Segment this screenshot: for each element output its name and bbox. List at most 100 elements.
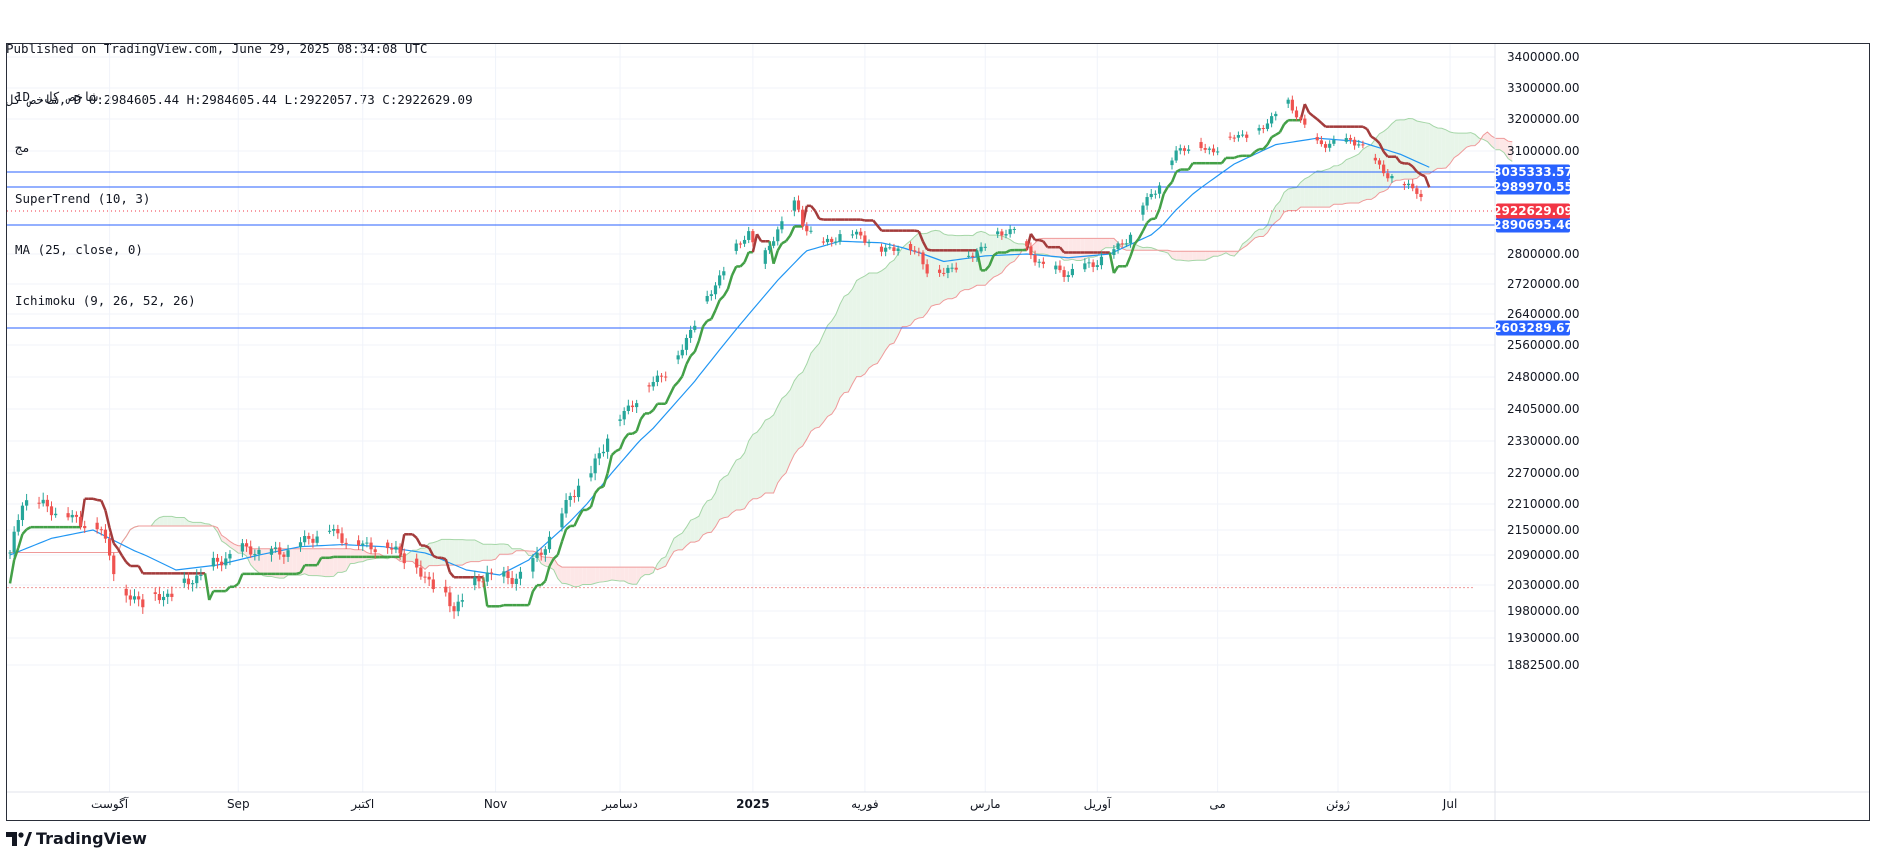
candle-body xyxy=(456,601,460,612)
cloud-segment xyxy=(736,458,741,510)
chart-area[interactable]: 3400000.00 3300000.00 3200000.00 3100000.00… xyxy=(6,43,1870,821)
cloud-segment xyxy=(1076,238,1081,261)
supertrend-segment xyxy=(739,261,746,268)
candle-body xyxy=(99,529,103,531)
cloud-segment xyxy=(964,235,969,290)
cloud-segment xyxy=(1279,192,1285,219)
tradingview-logo[interactable]: TradingView xyxy=(6,829,147,848)
candle-body xyxy=(199,574,203,576)
candle-body xyxy=(373,549,377,553)
candle-body xyxy=(1037,261,1041,263)
supertrend-segment xyxy=(1316,118,1323,124)
chart-svg[interactable]: 3400000.00 3300000.00 3200000.00 3100000.00… xyxy=(7,44,1870,821)
cloud-segment xyxy=(620,567,625,582)
cloud-segment xyxy=(939,230,944,305)
cloud-segment xyxy=(470,539,475,562)
cloud-segment xyxy=(1271,205,1276,227)
cloud-segment xyxy=(503,543,508,555)
supertrend-segment xyxy=(697,326,705,342)
supertrend-segment xyxy=(1399,161,1405,165)
candle-body xyxy=(128,595,132,600)
candle-body xyxy=(1025,241,1029,247)
cloud-segment xyxy=(624,567,629,584)
supertrend-segment xyxy=(499,603,505,608)
y-tick-label: 3100000.00 xyxy=(1507,144,1580,158)
supertrend-segment xyxy=(706,317,712,322)
candle-body xyxy=(950,267,954,269)
supertrend-segment xyxy=(1154,208,1161,220)
legend-supertrend[interactable]: SuperTrend (10, 3) xyxy=(15,191,151,206)
cloud-segment xyxy=(1470,132,1475,146)
supertrend-segment xyxy=(560,528,568,542)
supertrend-segment xyxy=(1042,240,1049,248)
cloud-segment xyxy=(1346,158,1351,204)
cloud-segment xyxy=(682,527,687,550)
cloud-segment xyxy=(889,260,894,345)
candle-body xyxy=(747,231,751,240)
legend-title[interactable]: 1D ,شاخص کل xyxy=(15,89,98,104)
cloud-segment xyxy=(1342,159,1347,205)
supertrend-segment xyxy=(573,516,580,527)
cloud-segment xyxy=(1333,165,1338,205)
candle-body xyxy=(369,542,373,550)
supertrend-segment xyxy=(1058,246,1066,254)
supertrend-segment xyxy=(1275,131,1281,136)
cloud-segment xyxy=(557,564,562,584)
supertrend-segment xyxy=(926,248,932,252)
candle-body xyxy=(253,554,257,556)
level-price-tag-label: 3035333.57 xyxy=(1493,165,1573,179)
y-tick-label: 2800000.00 xyxy=(1507,247,1580,261)
supertrend-segment xyxy=(586,505,592,511)
candle-body xyxy=(535,552,539,559)
candle-body xyxy=(1091,262,1095,267)
supertrend-segment xyxy=(1312,115,1319,121)
candle-body xyxy=(734,243,738,251)
candle-body xyxy=(357,540,361,546)
candle-body xyxy=(1386,173,1390,179)
candle-body xyxy=(838,234,842,242)
cloud-segment xyxy=(752,432,757,499)
supertrend-segment xyxy=(602,472,609,487)
cloud-segment xyxy=(1329,165,1334,208)
candle-body xyxy=(1240,134,1245,136)
candle-body xyxy=(137,596,141,600)
candle-body xyxy=(211,557,215,567)
ichimoku-cloud xyxy=(10,117,1513,588)
candle-body xyxy=(597,453,601,459)
cloud-segment xyxy=(574,567,579,587)
candle-body xyxy=(618,419,622,421)
supertrend-segment xyxy=(208,590,215,601)
candle-body xyxy=(124,588,128,596)
candle-body xyxy=(1116,243,1120,250)
y-tick-label: 2150000.00 xyxy=(1507,523,1580,537)
supertrend-segment xyxy=(1233,155,1239,160)
cloud-segment xyxy=(952,235,957,299)
cloud-segment xyxy=(1445,129,1451,168)
candle-body xyxy=(365,542,369,544)
cloud-segment xyxy=(1072,238,1077,261)
supertrend-segment xyxy=(610,450,617,456)
supertrend-segment xyxy=(121,555,128,563)
published-line: Published on TradingView.com, June 29, 2… xyxy=(6,41,428,56)
cloud-segment xyxy=(1296,182,1301,211)
candle-body xyxy=(282,554,286,557)
chart-legend: 1D ,شاخص کل مج SuperTrend (10, 3) MA (25… xyxy=(15,54,196,326)
candle-body xyxy=(568,496,572,501)
cloud-segment xyxy=(1454,132,1459,158)
supertrend-segment xyxy=(781,240,787,245)
legend-ma[interactable]: MA (25, close, 0) xyxy=(15,242,143,257)
supertrend-segment xyxy=(116,548,124,557)
supertrend-segment xyxy=(751,233,759,253)
supertrend-segment xyxy=(1270,133,1277,139)
cloud-segment xyxy=(603,567,608,582)
candle-body xyxy=(1211,148,1216,153)
candle-body xyxy=(186,578,191,585)
cloud-segment xyxy=(591,567,596,585)
cloud-segment xyxy=(848,288,853,393)
x-tick-label: Sep xyxy=(227,797,250,811)
cloud-segment xyxy=(1080,238,1085,261)
legend-ichimoku[interactable]: Ichimoku (9, 26, 52, 26) xyxy=(15,293,196,308)
cloud-segment xyxy=(985,232,990,286)
candle-body xyxy=(722,271,726,276)
candle-body xyxy=(1303,118,1307,125)
